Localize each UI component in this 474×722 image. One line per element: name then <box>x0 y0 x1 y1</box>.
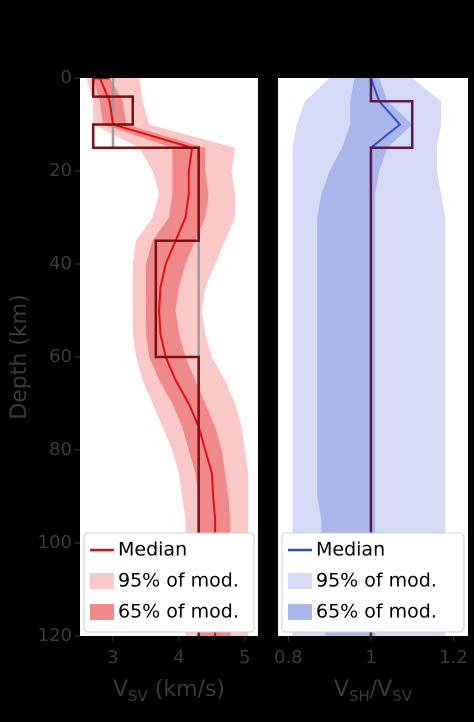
y-axis-label: Depth (km) <box>7 294 32 419</box>
x-axis-label-part: SV <box>392 687 413 705</box>
x-axis-label-part: SV <box>128 687 149 705</box>
model-line <box>91 78 200 636</box>
x-axis-label: VSV (km/s) <box>113 677 225 705</box>
legend-box <box>83 532 255 633</box>
legend-label: 95% of mod. <box>316 570 437 592</box>
model-line <box>369 78 414 636</box>
x-tick-label: 1 <box>365 647 376 668</box>
x-tick-label: 1.2 <box>439 647 468 668</box>
y-tick-label: 40 <box>49 253 72 274</box>
legend-label: 95% of mod. <box>118 570 239 592</box>
x-tick-label: 4 <box>173 647 184 668</box>
legend-box <box>281 532 465 633</box>
x-axis-label-part: V <box>113 677 128 702</box>
legend-label: Median <box>118 539 187 561</box>
y-tick-label: 80 <box>49 439 72 460</box>
y-tick-label: 20 <box>49 160 72 181</box>
legend-patch <box>90 573 114 589</box>
x-axis-label: VSH/VSV <box>334 677 413 705</box>
x-axis-label-part: SH <box>349 687 370 705</box>
legend-label: 65% of mod. <box>316 601 437 623</box>
legend-patch <box>90 604 114 620</box>
x-axis-label-part: (km/s) <box>148 677 225 702</box>
legend-patch <box>288 573 312 589</box>
band <box>317 78 413 636</box>
legend-label: Median <box>316 539 385 561</box>
x-tick-label: 0.8 <box>274 647 303 668</box>
y-tick-label: 100 <box>38 532 72 553</box>
y-tick-label: 120 <box>38 625 72 646</box>
plot <box>292 78 446 636</box>
y-tick-label: 0 <box>61 67 72 88</box>
legend-patch <box>288 604 312 620</box>
y-tick-label: 60 <box>49 346 72 367</box>
x-axis-label-part: V <box>334 677 349 702</box>
x-axis-label-part: /V <box>370 677 392 702</box>
legend-label: 65% of mod. <box>118 601 239 623</box>
x-tick-label: 5 <box>239 647 250 668</box>
x-tick-label: 3 <box>107 647 118 668</box>
